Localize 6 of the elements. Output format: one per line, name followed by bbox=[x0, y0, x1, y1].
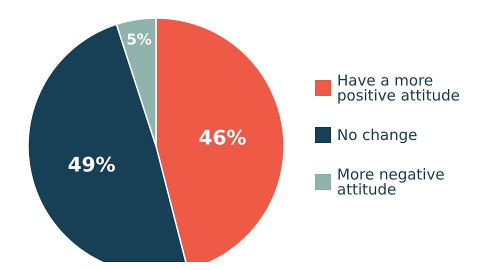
legend-label: No change bbox=[337, 126, 418, 144]
data-label: 46% bbox=[198, 126, 246, 150]
legend-label: Have a more positive attitude bbox=[337, 72, 460, 104]
data-label: 49% bbox=[68, 152, 116, 177]
legend-label: More negative attitude bbox=[337, 166, 450, 198]
data-label: 5% bbox=[126, 30, 152, 48]
